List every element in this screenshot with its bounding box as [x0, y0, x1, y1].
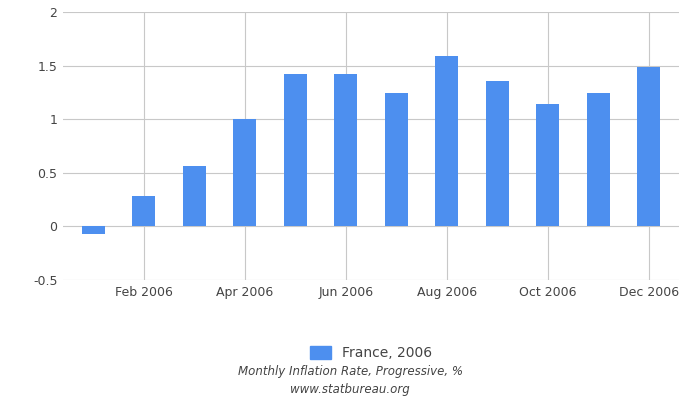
Bar — [637, 67, 660, 226]
Bar — [284, 74, 307, 226]
Bar — [435, 56, 458, 226]
Text: Monthly Inflation Rate, Progressive, %: Monthly Inflation Rate, Progressive, % — [237, 366, 463, 378]
Text: www.statbureau.org: www.statbureau.org — [290, 384, 410, 396]
Bar — [132, 196, 155, 226]
Bar — [183, 166, 206, 226]
Bar — [486, 81, 509, 226]
Bar — [385, 94, 407, 226]
Bar — [82, 226, 105, 234]
Bar — [587, 94, 610, 226]
Bar — [335, 74, 357, 226]
Bar — [536, 104, 559, 226]
Legend: France, 2006: France, 2006 — [304, 340, 438, 366]
Bar — [233, 119, 256, 226]
